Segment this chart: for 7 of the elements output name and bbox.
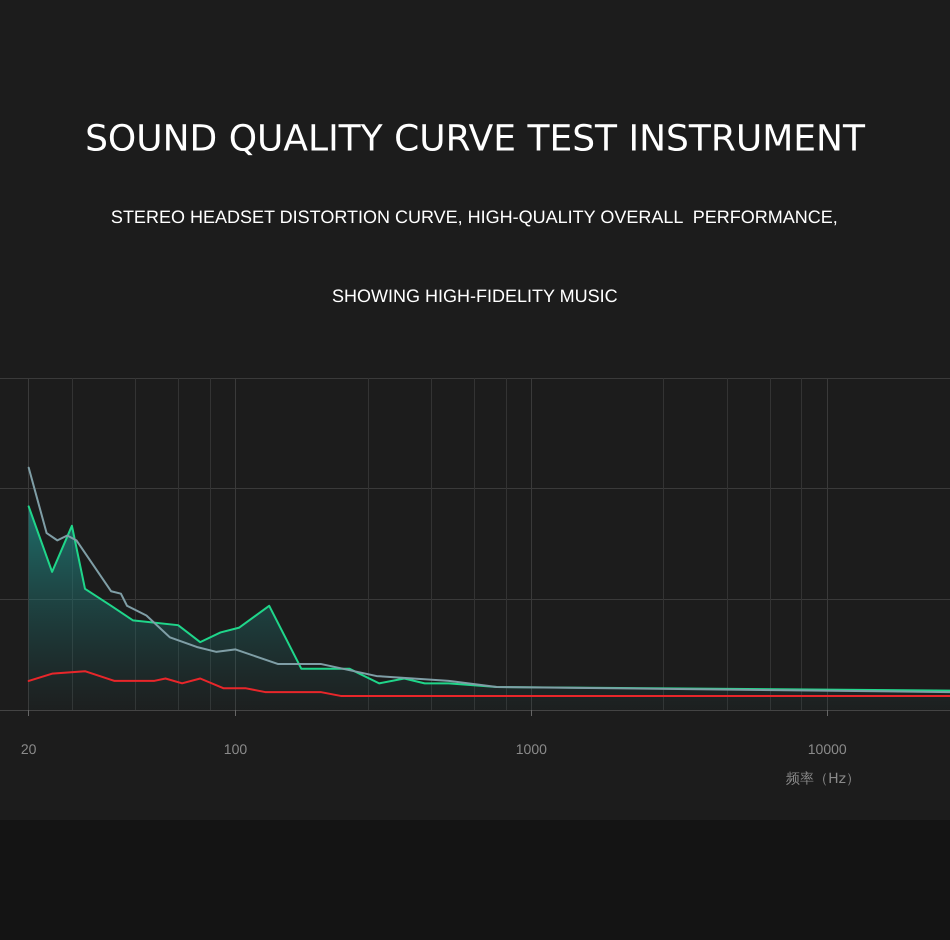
text: STEREO HEADSET DISTORTION CURVE, HIGH-QUALITY OVERALL PERFORMANCE, SHOWING HIGH-FIDELITY MUSIC <box>110 207 838 306</box>
x-tick-label: 20 <box>20 741 37 757</box>
x-tick-label: 1000 <box>516 741 548 757</box>
chart-title: SOUND QUALITY CURVE TEST INSTRUMENT <box>85 118 866 160</box>
x-tick-label: 10000 <box>808 741 847 757</box>
x-axis-title: 频率（Hz） <box>786 771 860 787</box>
x-tick-label: 100 <box>224 741 248 757</box>
